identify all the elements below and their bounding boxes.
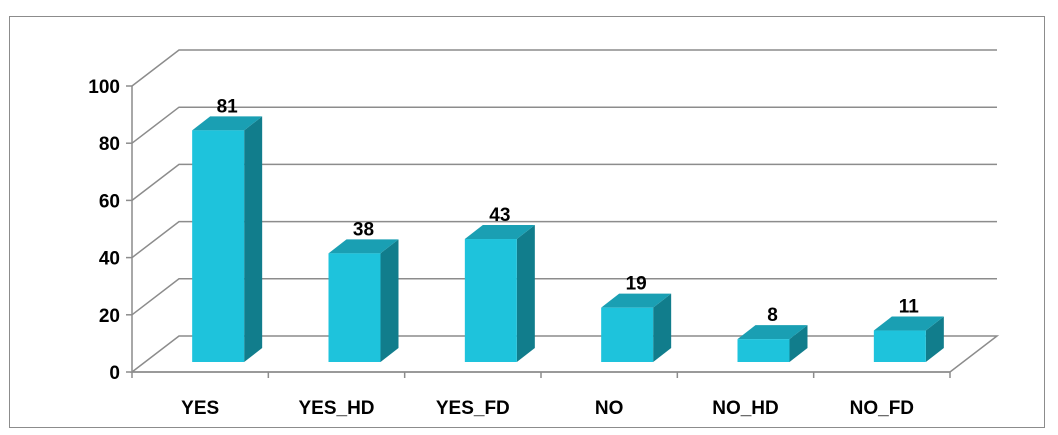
bar-side xyxy=(516,225,535,362)
bar-top xyxy=(873,316,944,331)
bar xyxy=(192,116,263,362)
bar-top xyxy=(464,225,535,240)
gridline xyxy=(131,163,997,201)
bar xyxy=(464,225,535,362)
bar-front xyxy=(737,339,790,362)
bar-top xyxy=(192,116,263,131)
bar xyxy=(737,325,808,362)
data-label: 19 xyxy=(626,274,647,295)
x-tick-label: YES_HD xyxy=(298,398,374,419)
axes xyxy=(126,85,1000,378)
data-label: 43 xyxy=(489,205,510,226)
x-tick-label: YES xyxy=(181,398,219,419)
x-tick-label: YES_FD xyxy=(436,398,510,419)
data-label: 81 xyxy=(217,96,239,117)
bar-top xyxy=(601,293,672,308)
bar-front xyxy=(873,330,926,362)
gridline xyxy=(131,278,997,316)
gridline xyxy=(131,220,997,259)
x-tick-label: NO_HD xyxy=(712,398,779,419)
x-tick-label: NO xyxy=(595,398,624,419)
bar-side xyxy=(789,325,808,362)
bar-top xyxy=(737,325,808,340)
bars xyxy=(192,116,944,362)
y-tick-label: 100 xyxy=(88,77,120,98)
x-tick-label: NO_FD xyxy=(850,398,914,419)
bar-side xyxy=(925,316,944,362)
bar-top xyxy=(328,239,399,254)
gridline xyxy=(131,49,997,87)
bar-side xyxy=(380,239,399,362)
data-labels: 81 38 43 19 8 11 xyxy=(217,96,920,326)
y-tick-labels: 0 20 40 60 80 100 xyxy=(88,77,120,384)
bar-front xyxy=(192,130,245,362)
data-label: 11 xyxy=(899,297,920,318)
y-tick-label: 80 xyxy=(99,134,120,155)
bar-side xyxy=(653,293,672,362)
bar xyxy=(601,293,672,362)
data-label: 8 xyxy=(767,305,778,326)
bar-front xyxy=(601,307,654,362)
x-tick-labels: YES YES_HD YES_FD NO NO_HD NO_FD xyxy=(181,398,914,419)
bar-front xyxy=(328,253,381,362)
y-tick-label: 40 xyxy=(99,249,120,270)
y-tick-label: 0 xyxy=(109,363,120,384)
gridlines xyxy=(131,49,997,316)
data-label: 38 xyxy=(353,219,374,240)
bar-front xyxy=(464,239,517,362)
y-tick-label: 20 xyxy=(99,306,120,327)
y-tick-label: 60 xyxy=(99,191,120,212)
bar xyxy=(328,239,399,362)
bar xyxy=(873,316,944,362)
bar-side xyxy=(244,116,263,362)
gridline xyxy=(131,106,997,144)
